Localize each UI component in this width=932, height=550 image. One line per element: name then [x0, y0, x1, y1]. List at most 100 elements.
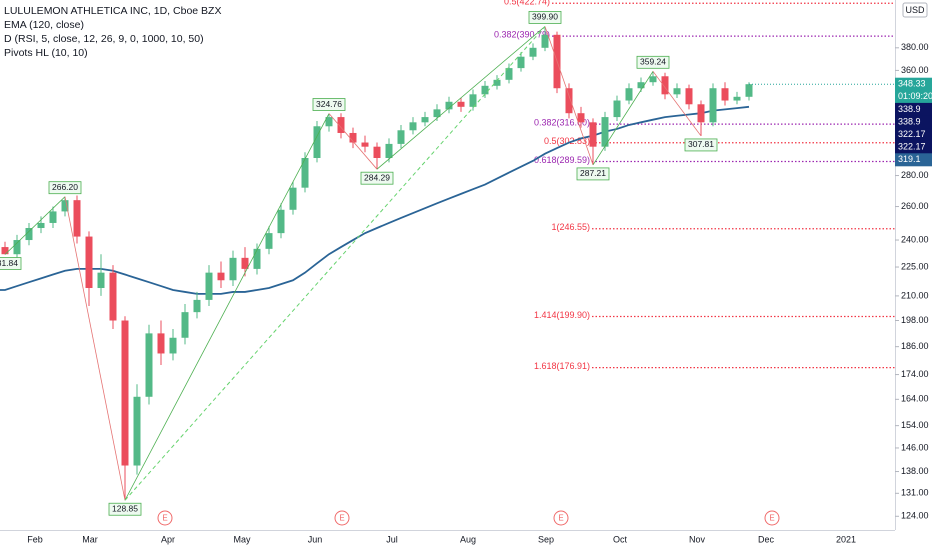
- pivot-box: [636, 55, 670, 69]
- candle-body: [517, 56, 525, 69]
- candle-body: [649, 76, 657, 83]
- candle-body: [637, 82, 645, 89]
- x-tick-label: Apr: [161, 534, 175, 544]
- earnings-label: E: [339, 514, 344, 523]
- indicator: EMA (120, close): [4, 19, 84, 31]
- candle-body: [601, 117, 609, 147]
- pivot-label: 128.85: [112, 503, 138, 513]
- fib-label: 1(246.55): [551, 222, 590, 232]
- earnings-marker: [553, 510, 569, 526]
- price-label: 322.17: [898, 129, 926, 139]
- x-tick-label: Feb: [27, 534, 43, 544]
- candle-body: [325, 117, 333, 127]
- candle-body: [253, 248, 261, 269]
- candle-body: [685, 88, 693, 105]
- x-tick-label: Aug: [460, 534, 476, 544]
- earnings-label: E: [558, 514, 563, 523]
- candle-body: [25, 228, 33, 241]
- pivot-box: [108, 502, 142, 516]
- candle-body: [97, 272, 105, 289]
- pivot-box: [576, 167, 610, 181]
- candle-body: [445, 101, 453, 110]
- candle-body: [265, 233, 273, 249]
- candle-body: [277, 209, 285, 234]
- candle-body: [217, 272, 225, 281]
- candle-body: [85, 236, 93, 289]
- earnings-label: E: [162, 514, 167, 523]
- y-tick-label: 138.00: [901, 466, 929, 476]
- y-tick-label: 360.00: [901, 65, 929, 75]
- candle-body: [481, 85, 489, 95]
- candle-body: [613, 100, 621, 118]
- countdown-box: [895, 90, 932, 104]
- price-label: 348.33: [898, 79, 926, 89]
- pivot-box: [312, 98, 346, 111]
- y-tick-label: 164.00: [901, 394, 929, 404]
- price-label-box: [895, 153, 932, 167]
- candle-body: [49, 211, 57, 223]
- fib-label: 0.5(422.74): [504, 0, 550, 7]
- y-tick-label: 260.00: [901, 201, 929, 211]
- y-tick-label: 131.00: [901, 488, 929, 498]
- y-tick-label: 146.00: [901, 442, 929, 452]
- pivot-box: [360, 171, 394, 185]
- candle-body: [397, 130, 405, 144]
- pivot-zigzag: [124, 113, 330, 501]
- candle-body: [505, 68, 513, 80]
- pivot-label: 399.90: [532, 12, 558, 22]
- fib-label: 1.618(176.91): [534, 361, 590, 371]
- fib-label: 0.382(390.79): [494, 29, 550, 39]
- candle-body: [193, 299, 201, 313]
- candle-body: [1, 247, 9, 255]
- candle-body: [661, 76, 669, 95]
- pivot-zigzag: [544, 26, 594, 166]
- indicator: Pivots HL (10, 10): [4, 47, 88, 59]
- fib-label: 0.382(316.60): [534, 118, 590, 128]
- pivot-label: 284.29: [364, 172, 390, 182]
- fib-label: 0.618(289.59): [534, 155, 590, 165]
- candle-body: [493, 79, 501, 86]
- candle-body: [37, 222, 45, 229]
- candle-body: [133, 396, 141, 466]
- price-label: 338.9: [898, 104, 921, 114]
- indicator: D (RSI, 5, close, 12, 26, 9, 0, 1000, 10…: [4, 33, 204, 45]
- fib-label: 0.5(302.83): [544, 136, 590, 146]
- pivot-box: [48, 181, 82, 195]
- fib-trend: [124, 26, 546, 501]
- candle-body: [385, 143, 393, 158]
- candle-body: [745, 84, 753, 97]
- y-tick-label: 124.00: [901, 511, 929, 521]
- candle-body: [229, 257, 237, 281]
- candle-body: [337, 117, 345, 133]
- candle-body: [589, 122, 597, 147]
- candle-body: [709, 88, 717, 123]
- y-tick-label: 210.00: [901, 290, 929, 300]
- earnings-marker: [157, 510, 173, 526]
- candle-body: [469, 94, 477, 107]
- x-tick-label: May: [233, 534, 251, 544]
- y-tick-label: 380.00: [901, 42, 929, 52]
- y-tick-label: 186.00: [901, 341, 929, 351]
- y-tick-label: 240.00: [901, 234, 929, 244]
- currency[interactable]: USD: [905, 5, 925, 15]
- candle-body: [313, 126, 321, 158]
- currency-box[interactable]: [902, 2, 928, 18]
- candle-body: [181, 312, 189, 338]
- x-tick-label: Sep: [538, 534, 554, 544]
- x-tick-label: Jun: [308, 534, 323, 544]
- y-tick-label: 154.00: [901, 420, 929, 430]
- price-label-box: [895, 128, 932, 142]
- ema-line: [0, 105, 750, 295]
- price-label-box: [895, 77, 932, 91]
- candle-body: [73, 200, 81, 237]
- price-label-box: [895, 115, 932, 129]
- pivot-label: 359.24: [640, 57, 666, 67]
- pivot-box: [528, 11, 562, 24]
- pivot-label: 307.81: [688, 139, 714, 149]
- y-tick-label: 198.00: [901, 315, 929, 325]
- candle-body: [61, 200, 69, 212]
- candle-body: [541, 34, 549, 48]
- pivot-box: [684, 138, 718, 152]
